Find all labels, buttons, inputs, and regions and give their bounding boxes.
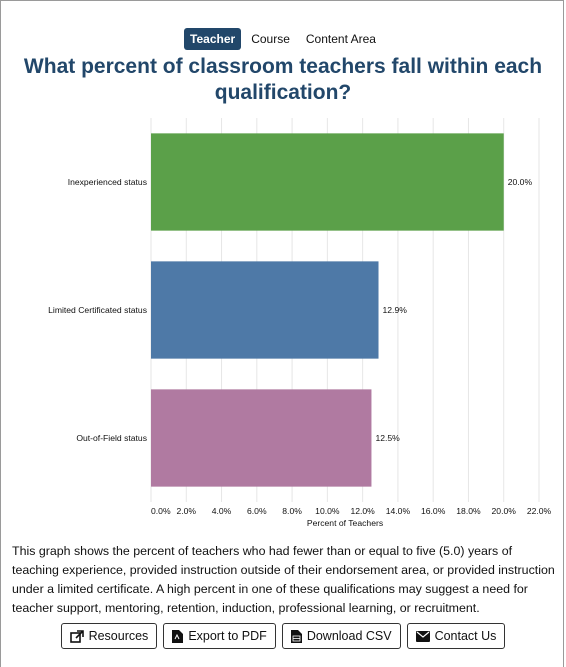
bar-1 bbox=[151, 261, 379, 359]
x-tick-label-8: 16.0% bbox=[421, 506, 446, 516]
x-tick-label-4: 8.0% bbox=[282, 506, 302, 516]
action-buttons: Resources Export to PDF Download CSV Con… bbox=[0, 623, 566, 649]
data-label-1: 12.9% bbox=[383, 305, 408, 315]
x-tick-label-5: 10.0% bbox=[315, 506, 340, 516]
contact-us-label: Contact Us bbox=[434, 629, 497, 643]
x-tick-label-0: 0.0% bbox=[151, 506, 171, 516]
chart-description: This graph shows the percent of teachers… bbox=[12, 544, 555, 615]
tab-teacher[interactable]: Teacher bbox=[184, 28, 242, 50]
x-axis-label: Percent of Teachers bbox=[307, 518, 383, 528]
x-tick-label-10: 20.0% bbox=[492, 506, 517, 516]
external-link-icon bbox=[69, 629, 84, 643]
data-label-0: 20.0% bbox=[508, 177, 533, 187]
data-label-2: 12.5% bbox=[375, 433, 400, 443]
contact-us-button[interactable]: Contact Us bbox=[406, 623, 506, 649]
x-tick-label-2: 4.0% bbox=[212, 506, 232, 516]
view-tabs: Teacher Course Content Area bbox=[0, 28, 566, 50]
envelope-icon bbox=[415, 630, 430, 642]
bar-0 bbox=[151, 133, 504, 231]
download-csv-button[interactable]: Download CSV bbox=[281, 623, 401, 649]
x-tick-label-3: 6.0% bbox=[247, 506, 267, 516]
x-tick-label-11: 22.0% bbox=[527, 506, 552, 516]
download-csv-label: Download CSV bbox=[306, 629, 392, 643]
category-label-1: Limited Certificated status bbox=[48, 305, 147, 315]
tab-course[interactable]: Course bbox=[251, 32, 290, 46]
category-label-0: Inexperienced status bbox=[68, 177, 147, 187]
export-pdf-button[interactable]: Export to PDF bbox=[163, 623, 276, 649]
x-tick-label-1: 2.0% bbox=[176, 506, 196, 516]
bar-2 bbox=[151, 389, 372, 487]
csv-file-icon bbox=[290, 629, 302, 643]
bar-chart: Inexperienced status 20.0% Limited Certifi… bbox=[48, 118, 552, 528]
x-tick-label-7: 14.0% bbox=[386, 506, 411, 516]
export-pdf-label: Export to PDF bbox=[188, 629, 267, 643]
resources-button[interactable]: Resources bbox=[60, 623, 158, 649]
resources-label: Resources bbox=[88, 629, 149, 643]
x-tick-label-6: 12.0% bbox=[350, 506, 375, 516]
pdf-file-icon bbox=[172, 629, 184, 643]
x-tick-label-9: 18.0% bbox=[456, 506, 481, 516]
category-label-2: Out-of-Field status bbox=[76, 433, 147, 443]
tab-content-area[interactable]: Content Area bbox=[305, 32, 376, 46]
chart-title: What percent of classroom teachers fall … bbox=[23, 55, 543, 104]
